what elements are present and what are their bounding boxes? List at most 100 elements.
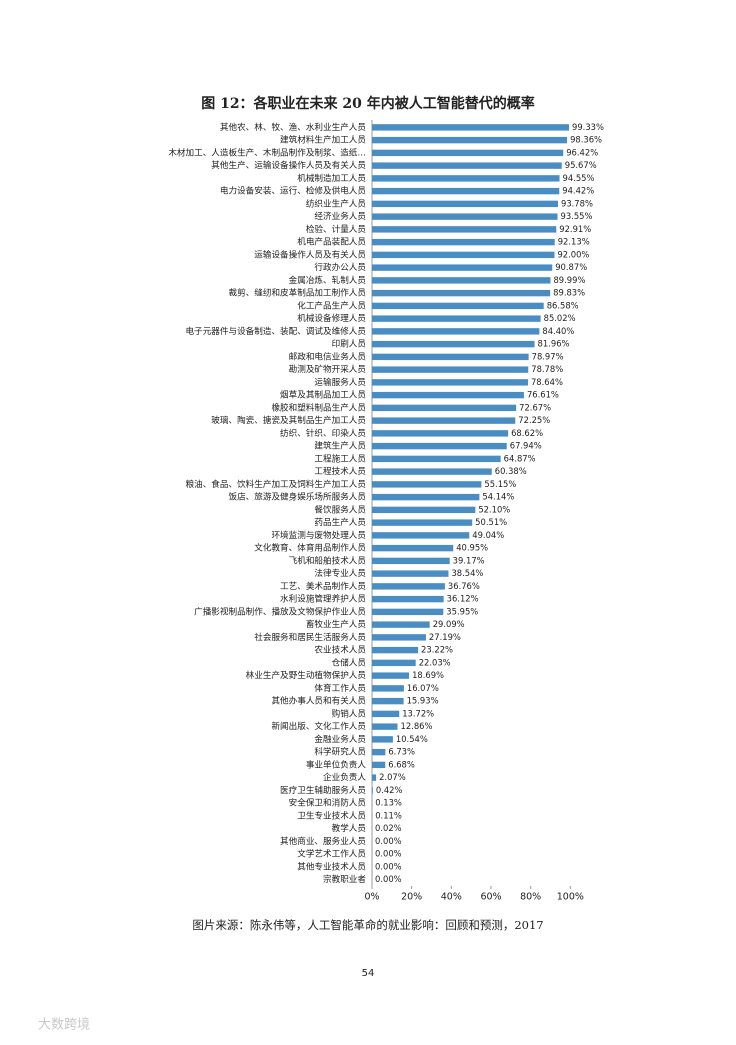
- value-label: 0.02%: [375, 823, 402, 833]
- category-label: 法律专业人员: [314, 567, 366, 579]
- value-label: 90.87%: [555, 262, 587, 272]
- bar: [372, 290, 550, 296]
- value-label: 89.99%: [553, 275, 585, 285]
- x-tick-label: 100%: [557, 892, 584, 903]
- value-label: 36.76%: [448, 581, 480, 591]
- category-label: 金属冶炼、轧制人员: [289, 274, 367, 286]
- bar: [372, 660, 416, 666]
- bar: [372, 417, 515, 423]
- value-label: 38.54%: [451, 568, 483, 578]
- category-label: 飞机和船舶技术人员: [289, 554, 367, 566]
- bar: [372, 762, 385, 768]
- value-label: 39.17%: [453, 555, 485, 565]
- bar: [372, 558, 450, 564]
- value-label: 15.93%: [407, 696, 439, 706]
- x-tick-label: 80%: [520, 892, 541, 903]
- value-label: 98.36%: [570, 135, 602, 145]
- x-tick-label: 40%: [441, 892, 462, 903]
- bar: [372, 647, 418, 653]
- bar: [372, 621, 430, 627]
- page-number: 54: [362, 968, 375, 979]
- bar: [372, 481, 481, 487]
- category-label: 粮油、食品、饮料生产加工及饲料生产加工人员: [186, 478, 367, 490]
- category-label: 其他办事人员和有关人员: [271, 695, 366, 707]
- category-label: 经济业务人员: [314, 210, 366, 222]
- value-label: 0.42%: [376, 785, 403, 795]
- category-label: 卫生专业技术人员: [297, 809, 366, 821]
- value-label: 93.55%: [561, 211, 593, 221]
- bar: [372, 252, 554, 258]
- bar: [372, 264, 552, 270]
- value-label: 27.19%: [429, 632, 461, 642]
- category-label: 广播影视制品制作、播放及文物保护作业人员: [194, 605, 366, 617]
- value-label: 72.25%: [518, 415, 550, 425]
- bar: [372, 532, 469, 538]
- bar: [372, 124, 569, 130]
- category-label: 仓储人员: [332, 656, 367, 668]
- watermark: 大数跨境: [38, 1018, 90, 1033]
- value-label: 85.02%: [544, 313, 576, 323]
- value-label: 76.61%: [527, 390, 559, 400]
- value-label: 0.11%: [375, 810, 402, 820]
- value-label: 78.78%: [531, 364, 563, 374]
- value-label: 86.58%: [547, 300, 579, 310]
- value-label: 78.64%: [531, 377, 563, 387]
- bar: [372, 634, 426, 640]
- value-label: 64.87%: [504, 453, 536, 463]
- bar: [372, 188, 559, 194]
- bar: [372, 749, 385, 755]
- bar: [372, 354, 529, 360]
- bar: [372, 315, 541, 321]
- category-label: 金融业务人员: [314, 733, 366, 745]
- bar: [372, 366, 528, 372]
- category-label: 购销人员: [332, 707, 367, 719]
- bar: [372, 201, 558, 207]
- category-label: 其他专业技术人员: [297, 860, 366, 872]
- value-label: 68.62%: [511, 428, 543, 438]
- x-tick-label: 20%: [401, 892, 422, 903]
- bar: [372, 698, 404, 704]
- value-label: 6.68%: [388, 759, 415, 769]
- bar: [372, 239, 555, 245]
- category-label: 体育工作人员: [314, 682, 366, 694]
- value-label: 93.78%: [561, 198, 593, 208]
- value-label: 52.10%: [478, 504, 510, 514]
- category-label: 林业生产及野生动植物保护人员: [246, 669, 367, 681]
- category-label: 工艺、美术品制作人员: [280, 580, 366, 592]
- value-label: 35.95%: [446, 606, 478, 616]
- value-label: 0.13%: [375, 798, 402, 808]
- category-label: 工程技术人员: [314, 465, 366, 477]
- bar: [372, 736, 393, 742]
- category-label: 水利设施管理养护人员: [280, 593, 366, 605]
- category-label: 企业负责人: [323, 771, 366, 783]
- value-label: 55.15%: [484, 479, 516, 489]
- category-label: 纺织、针织、印染人员: [280, 427, 366, 439]
- category-label: 机械制造加工人员: [297, 172, 366, 184]
- bar: [372, 150, 563, 156]
- value-label: 40.95%: [456, 543, 488, 553]
- bar: [372, 162, 562, 168]
- category-label: 安全保卫和消防人员: [289, 797, 367, 809]
- value-label: 2.07%: [379, 772, 406, 782]
- category-label: 行政办公人员: [314, 261, 366, 273]
- category-label: 运输服务人员: [314, 376, 366, 388]
- value-label: 0.00%: [375, 874, 402, 884]
- category-label: 餐饮服务人员: [314, 503, 366, 515]
- category-label: 工程施工人员: [314, 452, 366, 464]
- value-label: 0.00%: [375, 836, 402, 846]
- category-label: 勘测及矿物开采人员: [289, 363, 367, 375]
- x-tick-label: 0%: [364, 892, 379, 903]
- bar: [372, 685, 404, 691]
- category-label: 化工产品生产人员: [297, 299, 366, 311]
- value-label: 0.00%: [375, 861, 402, 871]
- value-label: 50.51%: [475, 517, 507, 527]
- bar: [372, 430, 508, 436]
- category-label: 社会服务和居民生活服务人员: [254, 631, 366, 643]
- value-label: 78.97%: [532, 351, 564, 361]
- category-label: 宗教职业者: [323, 873, 366, 885]
- bar: [372, 723, 398, 729]
- value-label: 92.13%: [558, 237, 590, 247]
- value-label: 94.55%: [563, 173, 595, 183]
- bar: [372, 774, 376, 780]
